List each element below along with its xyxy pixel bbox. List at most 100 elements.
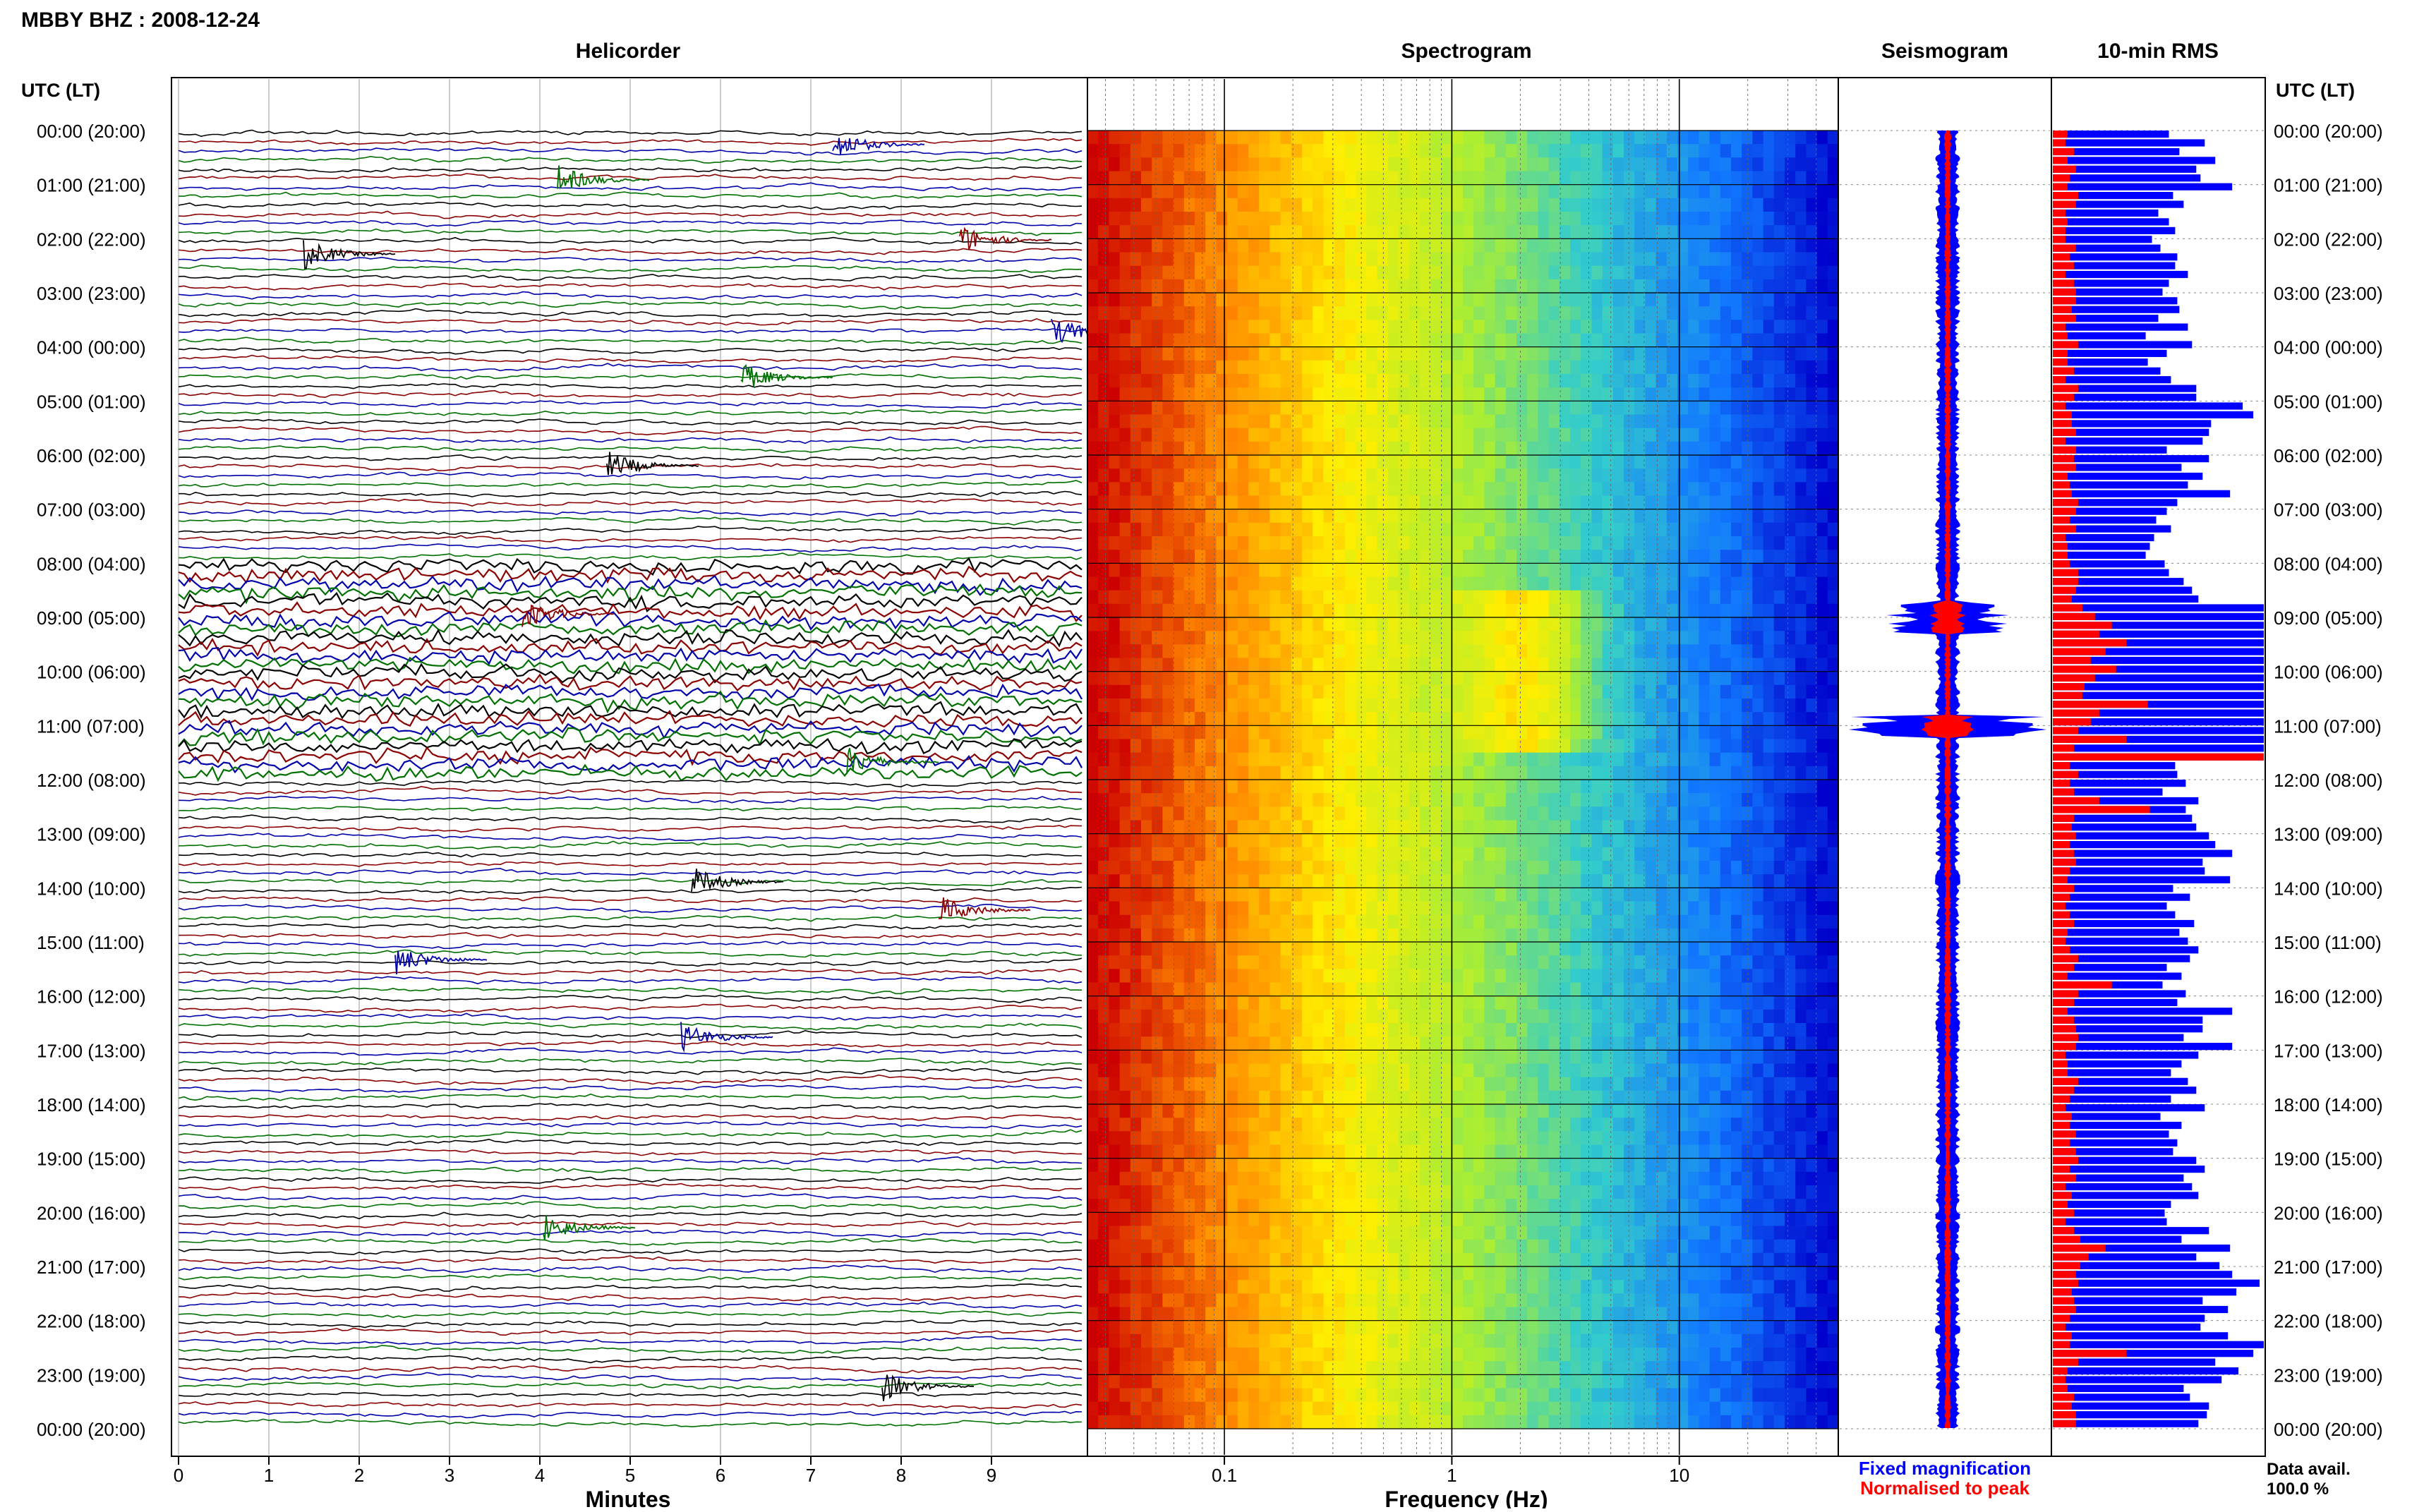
- spectrogram-cell: [1259, 144, 1270, 158]
- spectrogram-cell: [1377, 631, 1388, 645]
- spectrogram-cell: [1549, 955, 1560, 969]
- spectrogram-cell: [1442, 387, 1453, 401]
- spectrogram-cell: [1720, 672, 1732, 686]
- spectrogram-cell: [1227, 144, 1238, 158]
- spectrogram-cell: [1795, 482, 1807, 496]
- spectrogram-cell: [1656, 712, 1668, 726]
- spectrogram-cell: [1731, 225, 1742, 239]
- spectrogram-cell: [1495, 929, 1507, 943]
- spectrogram-cell: [1828, 293, 1839, 307]
- spectrogram-cell: [1388, 955, 1399, 969]
- spectrogram-cell: [1549, 658, 1560, 672]
- spectrogram-cell: [1645, 442, 1656, 456]
- spectrogram-cell: [1516, 401, 1528, 415]
- spectrogram-cell: [1817, 238, 1828, 253]
- spectrogram-cell: [1645, 604, 1656, 618]
- spectrogram-cell: [1238, 550, 1249, 564]
- spectrogram-cell: [1238, 1050, 1249, 1064]
- spectrogram-cell: [1452, 347, 1464, 361]
- spectrogram-cell: [1817, 847, 1828, 861]
- spectrogram-cell: [1656, 266, 1668, 280]
- spectrogram-cell: [1248, 685, 1260, 699]
- spectrogram-cell: [1785, 171, 1796, 186]
- spectrogram-cell: [1259, 955, 1270, 969]
- spectrogram-cell: [1742, 361, 1753, 375]
- spectrogram-cell: [1238, 523, 1249, 537]
- spectrogram-cell: [1238, 415, 1249, 429]
- spectrogram-cell: [1313, 604, 1324, 618]
- spectrogram-cell: [1452, 428, 1464, 442]
- spectrogram-cell: [1109, 1036, 1120, 1051]
- spectrogram-cell: [1302, 955, 1313, 969]
- spectrogram-cell: [1752, 739, 1763, 754]
- spectrogram-cell: [1516, 983, 1528, 997]
- spectrogram-cell: [1452, 212, 1464, 226]
- spectrogram-cell: [1323, 915, 1334, 929]
- spectrogram-cell: [1667, 766, 1678, 780]
- spectrogram-cell: [1291, 604, 1303, 618]
- spectrogram-cell: [1570, 631, 1581, 645]
- spectrogram-cell: [1731, 780, 1742, 794]
- spectrogram-cell: [1120, 847, 1131, 861]
- spectrogram-cell: [1205, 496, 1217, 510]
- spectrogram-cell: [1785, 929, 1796, 943]
- spectrogram-cell: [1742, 536, 1753, 550]
- spectrogram-cell: [1710, 442, 1721, 456]
- spectrogram-cell: [1506, 415, 1517, 429]
- spectrogram-cell: [1570, 279, 1581, 294]
- spectrogram-cell: [1785, 401, 1796, 415]
- spectrogram-cell: [1227, 806, 1238, 821]
- spectrogram-cell: [1516, 306, 1528, 320]
- spectrogram-cell: [1742, 631, 1753, 645]
- spectrogram-cell: [1828, 550, 1839, 564]
- spectrogram-cell: [1334, 144, 1346, 158]
- spectrogram-cell: [1430, 766, 1442, 780]
- spectrogram-cell: [1323, 644, 1334, 658]
- spectrogram-cell: [1087, 279, 1099, 294]
- spectrogram-cell: [1174, 644, 1185, 658]
- spectrogram-cell: [1087, 753, 1099, 767]
- spectrogram-cell: [1442, 536, 1453, 550]
- spectrogram-cell: [1484, 550, 1495, 564]
- spectrogram-cell: [1710, 888, 1721, 902]
- spectrogram-cell: [1205, 725, 1217, 739]
- spectrogram-cell: [1366, 550, 1377, 564]
- spectrogram-cell: [1162, 455, 1174, 469]
- spectrogram-cell: [1495, 658, 1507, 672]
- spectrogram-cell: [1366, 1036, 1377, 1051]
- spectrogram-cell: [1227, 1036, 1238, 1051]
- spectrogram-cell: [1484, 847, 1495, 861]
- spectrogram-cell: [1581, 442, 1592, 456]
- spectrogram-cell: [1828, 591, 1839, 605]
- spectrogram-cell: [1688, 266, 1699, 280]
- spectrogram-cell: [1731, 347, 1742, 361]
- spectrogram-cell: [1162, 198, 1174, 212]
- spectrogram-cell: [1323, 334, 1334, 348]
- spectrogram-cell: [1806, 806, 1817, 821]
- spectrogram-cell: [1581, 563, 1592, 577]
- spectrogram-cell: [1591, 929, 1603, 943]
- spectrogram-cell: [1313, 253, 1324, 267]
- spectrogram-cell: [1463, 902, 1474, 916]
- spectrogram-cell: [1463, 225, 1474, 239]
- spectrogram-cell: [1452, 198, 1464, 212]
- spectrogram-cell: [1238, 468, 1249, 483]
- spectrogram-cell: [1699, 847, 1710, 861]
- spectrogram-cell: [1238, 374, 1249, 388]
- spectrogram-cell: [1174, 374, 1185, 388]
- spectrogram-cell: [1624, 509, 1635, 524]
- spectrogram-cell: [1323, 591, 1334, 605]
- spectrogram-cell: [1785, 821, 1796, 835]
- spectrogram-cell: [1366, 766, 1377, 780]
- spectrogram-cell: [1484, 698, 1495, 713]
- spectrogram-cell: [1516, 468, 1528, 483]
- spectrogram-cell: [1130, 482, 1142, 496]
- spectrogram-cell: [1227, 780, 1238, 794]
- spectrogram-cell: [1377, 685, 1388, 699]
- spectrogram-cell: [1130, 536, 1142, 550]
- spectrogram-cell: [1527, 821, 1538, 835]
- spectrogram-cell: [1603, 874, 1614, 888]
- spectrogram-cell: [1591, 1036, 1603, 1051]
- spectrogram-cell: [1238, 131, 1249, 145]
- spectrogram-cell: [1174, 698, 1185, 713]
